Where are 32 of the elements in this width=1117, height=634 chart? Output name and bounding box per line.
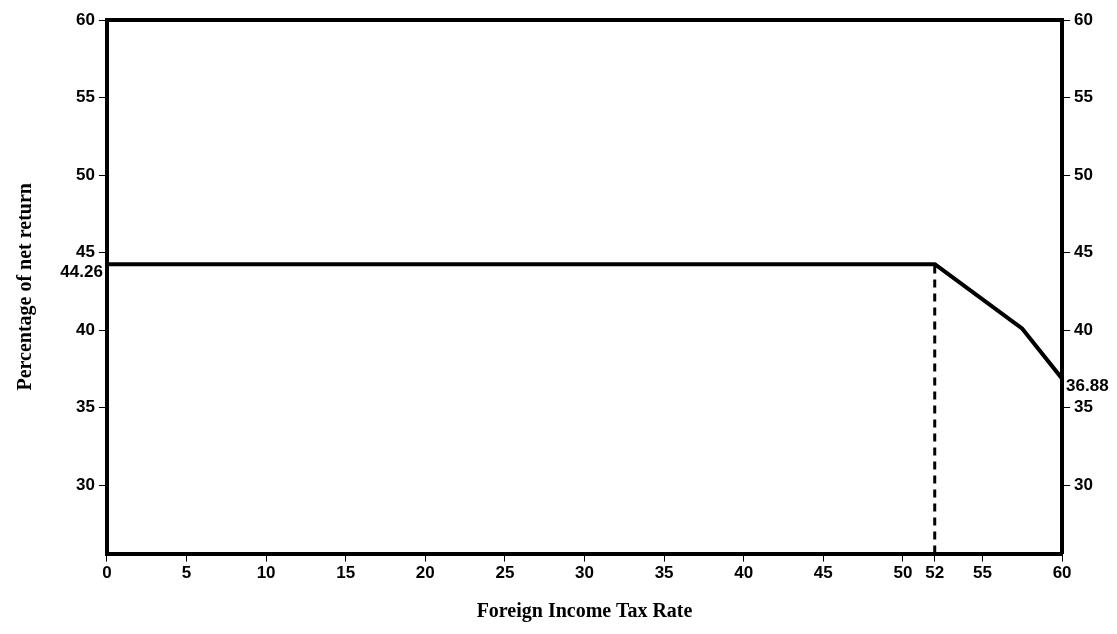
x-tick-label: 50 [893,563,913,583]
x-tick-label: 5 [181,563,192,583]
y-tick-label: 50 [75,164,95,184]
y-tick-label: 45 [75,242,95,262]
y2-tick-label: 30 [1074,475,1094,495]
x-tick-label: 45 [813,563,833,583]
y-tick-label: 60 [75,9,95,29]
x-tick-label: 60 [1052,563,1072,583]
x-tick-label: 35 [654,563,674,583]
y-tick-label: 35 [75,397,95,417]
x-tick-label: 10 [256,563,276,583]
x-tick-label: 0 [102,563,112,583]
annotation: 36.88 [1066,376,1109,396]
annotation: 44.26 [60,261,103,281]
y2-tick-label: 40 [1074,319,1094,339]
x-tick-label: 40 [734,563,754,583]
y-tick-label: 55 [75,87,95,107]
y2-tick-label: 35 [1074,397,1094,417]
y2-tick-label: 45 [1074,242,1094,262]
x-axis-title: Foreign Income Tax Rate [476,599,693,623]
y-tick-label: 40 [75,319,95,339]
y-axis-title: Percentage of net return [13,183,37,391]
x-tick-label: 20 [415,563,435,583]
y2-tick-label: 55 [1074,87,1094,107]
x-tick-label: 55 [973,563,992,583]
x-tick-label: 25 [495,563,515,583]
y2-tick-label: 50 [1074,164,1094,184]
y2-tick-label: 60 [1074,9,1094,29]
x-tick-label: 30 [575,563,594,583]
x-tick-label: 52 [925,563,945,583]
y-tick-label: 30 [75,475,95,495]
x-tick-label: 15 [336,563,356,583]
